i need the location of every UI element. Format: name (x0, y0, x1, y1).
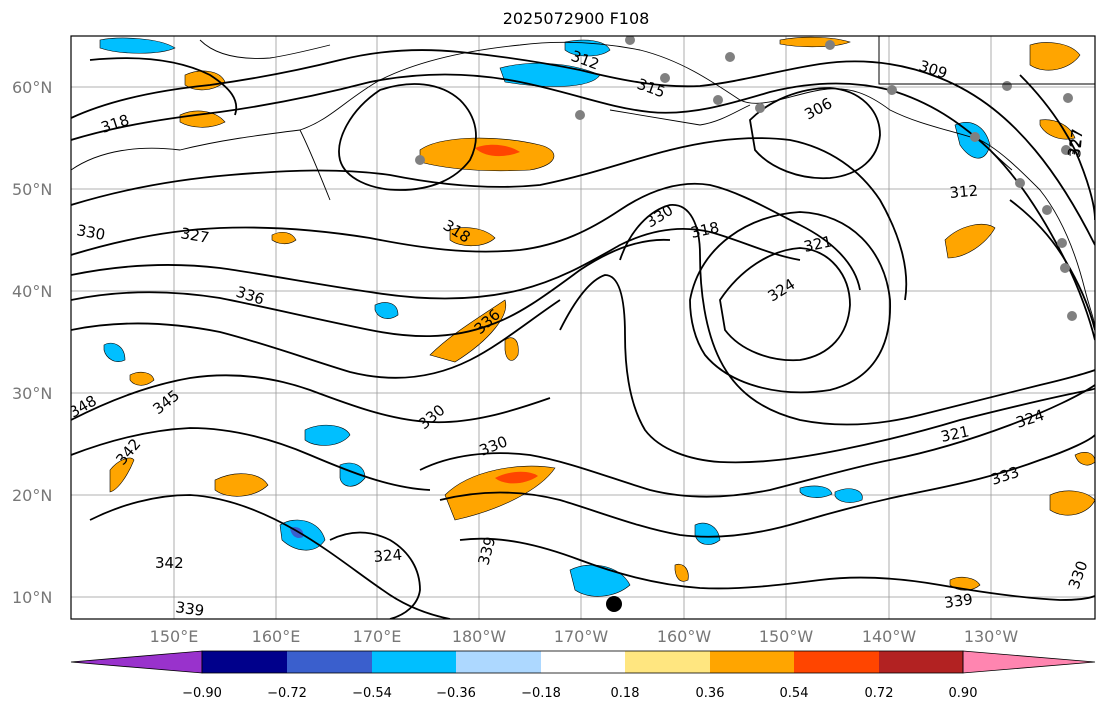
lat-label: 50°N (12, 180, 52, 199)
station-dot (575, 110, 585, 120)
latitude-labels: 60°N 50°N 40°N 30°N 20°N 10°N (12, 78, 52, 607)
station-dot (1063, 93, 1073, 103)
station-dot (725, 52, 735, 62)
storm-marker (606, 596, 622, 612)
lat-label: 40°N (12, 282, 52, 301)
station-dot (660, 73, 670, 83)
colorbar-segment (287, 651, 372, 673)
lon-label: 170°E (353, 627, 402, 646)
lon-label: 180°W (452, 627, 507, 646)
contour-label: 321 (939, 422, 971, 446)
lon-label: 150°E (150, 627, 199, 646)
colorbar-segment (794, 651, 879, 673)
lat-label: 60°N (12, 78, 52, 97)
station-dot (1060, 263, 1070, 273)
contour-label: 321 (802, 232, 834, 256)
station-dot (415, 155, 425, 165)
lon-label: 160°W (657, 627, 712, 646)
shade-patch (1074, 452, 1095, 466)
contour-label: 330 (75, 221, 106, 244)
shade-patch (504, 337, 519, 361)
colorbar-segment (879, 651, 963, 673)
map-frame (70, 35, 1096, 620)
shade-patch (99, 37, 176, 54)
colorbar-tick-label: −0.90 (182, 686, 222, 701)
colorbar-tick-label: 0.18 (611, 686, 640, 701)
shade-patch (944, 224, 996, 259)
station-dot (825, 40, 835, 50)
shaded-field (99, 36, 1095, 597)
lon-label: 140°W (862, 627, 917, 646)
station-dot (1042, 205, 1052, 215)
station-dot (625, 36, 635, 45)
shade-patch (1029, 42, 1081, 71)
shade-patch (129, 371, 155, 386)
contour-label: 312 (949, 182, 979, 202)
colorbar-segment (456, 651, 541, 673)
lon-label: 170°W (554, 627, 609, 646)
colorbar-segment (372, 651, 456, 673)
station-dot (970, 132, 980, 142)
station-dot (1057, 238, 1067, 248)
contour-label: 327 (1064, 127, 1087, 158)
shade-patch (569, 564, 631, 597)
contour-label: 339 (943, 590, 974, 612)
longitude-labels: 150°E 160°E 170°E 180°W 170°W 160°W 150°… (150, 627, 1019, 646)
lon-label: 150°W (759, 627, 814, 646)
shade-patch (374, 302, 399, 319)
colorbar-tick-label: 0.90 (949, 686, 978, 701)
map-area: 318 312 315 309 306 327 312 318 330 318 … (71, 36, 1095, 620)
station-dot (887, 85, 897, 95)
colorbar-tick-label: 0.54 (780, 686, 809, 701)
station-dot (755, 103, 765, 113)
station-dot (1067, 311, 1077, 321)
colorbar-extend-min (70, 650, 203, 674)
colorbar-segment (202, 651, 287, 673)
lon-label: 160°E (252, 627, 301, 646)
station-dot (1015, 178, 1025, 188)
station-dot (713, 95, 723, 105)
contour-label: 339 (174, 598, 205, 620)
station-dot (1002, 81, 1012, 91)
contour-label: 324 (373, 546, 403, 566)
colorbar-tick-label: −0.72 (267, 686, 307, 701)
contour-label: 342 (155, 554, 184, 572)
shade-patch (694, 522, 721, 545)
shade-patch (799, 485, 833, 498)
colorbar-tick-label: −0.54 (352, 686, 392, 701)
colorbar-segment (541, 651, 625, 673)
shade-patch (475, 144, 520, 157)
contour-label: 327 (1066, 128, 1086, 158)
colorbar-segment (625, 651, 710, 673)
shade-patch (449, 227, 496, 247)
shade-patch (495, 471, 538, 484)
shade-patch (103, 342, 126, 362)
shade-patch (109, 457, 135, 493)
shade-patch (271, 231, 297, 245)
colorbar-extend-max (962, 650, 1096, 674)
map-title: 2025072900 F108 (502, 9, 650, 28)
contour-label: 318 (689, 218, 721, 242)
shade-patch (674, 563, 689, 582)
shade-patch (304, 424, 351, 446)
lat-label: 10°N (12, 588, 52, 607)
lon-label: 130°W (964, 627, 1019, 646)
shade-patch (834, 488, 863, 503)
contour-lines (71, 49, 1095, 619)
inset-box (878, 36, 1095, 85)
colorbar-tick-label: 0.72 (865, 686, 894, 701)
shade-patch (214, 473, 269, 497)
colorbar: −0.90 −0.72 −0.54 −0.36 −0.18 0.18 0.36 … (70, 650, 1096, 701)
colorbar-tick-label: −0.18 (521, 686, 561, 701)
lat-label: 30°N (12, 384, 52, 403)
colorbar-tick-label: −0.36 (436, 686, 476, 701)
lat-label: 20°N (12, 486, 52, 505)
station-dot (1061, 145, 1071, 155)
colorbar-tick-label: 0.36 (696, 686, 725, 701)
contour-label: 327 (179, 224, 210, 247)
colorbar-segment (710, 651, 794, 673)
